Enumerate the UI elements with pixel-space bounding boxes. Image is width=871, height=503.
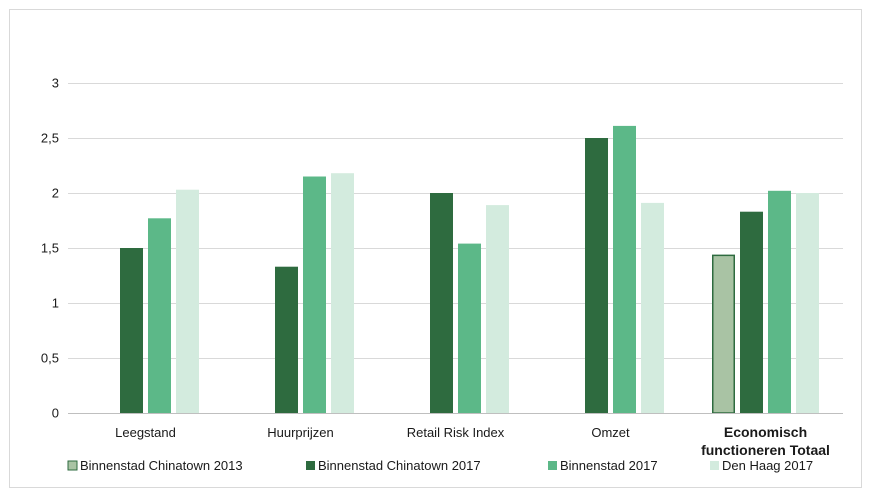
legend-label: Den Haag 2017	[722, 458, 813, 473]
y-tick-label: 0	[52, 406, 59, 421]
bar	[303, 176, 326, 413]
bar	[120, 248, 143, 413]
x-category-label: Economisch functioneren Totaal	[701, 424, 830, 458]
bar	[148, 218, 171, 413]
bar	[176, 189, 199, 413]
bar	[712, 254, 735, 414]
legend-swatch	[67, 460, 78, 471]
legend-label: Binnenstad Chinatown 2013	[80, 458, 243, 473]
y-tick-label: 0,5	[41, 351, 59, 366]
legend: Binnenstad Chinatown 2013 Binnenstad Chin…	[67, 458, 813, 473]
legend-swatch	[306, 461, 315, 470]
legend-swatch	[710, 461, 719, 470]
bar	[585, 138, 608, 413]
legend-label: Binnenstad 2017	[560, 458, 658, 473]
y-axis-tick-labels: 0 0,5 1 1,5 2 2,5 3	[41, 76, 59, 421]
y-tick-label: 2	[52, 186, 59, 201]
y-tick-label: 3	[52, 76, 59, 91]
bar	[796, 193, 819, 413]
bar	[458, 243, 481, 413]
x-axis-category-labels: Leegstand Huurprijzen Retail Risk Index Omz…	[115, 415, 848, 461]
bar	[768, 190, 791, 413]
bar	[331, 173, 354, 413]
highlight-label-background	[683, 415, 848, 461]
bar	[275, 266, 298, 413]
bar	[430, 193, 453, 413]
legend-label: Binnenstad Chinatown 2017	[318, 458, 481, 473]
bar	[641, 202, 664, 413]
bar	[740, 211, 763, 413]
x-category-label: Omzet	[591, 425, 630, 440]
y-tick-label: 1,5	[41, 241, 59, 256]
legend-swatch	[548, 461, 557, 470]
y-tick-label: 1	[52, 296, 59, 311]
x-category-label: Retail Risk Index	[407, 425, 505, 440]
x-category-label: Huurprijzen	[267, 425, 333, 440]
bar	[486, 205, 509, 413]
x-category-label: Leegstand	[115, 425, 176, 440]
bars	[120, 125, 819, 414]
bar	[613, 125, 636, 414]
y-tick-label: 2,5	[41, 131, 59, 146]
